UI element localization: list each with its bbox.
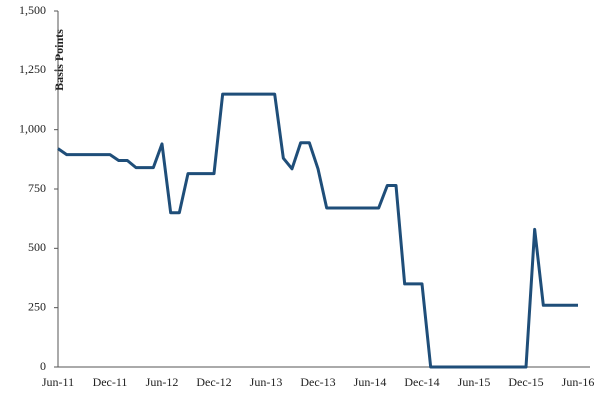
line (57, 92, 578, 369)
y-axis-label: Basis Points (52, 29, 66, 91)
x-tick-label: Jun-11 (42, 375, 74, 389)
x-tick-label: Jun-13 (250, 375, 283, 389)
y-tick-label: 500 (28, 240, 46, 254)
x-tick-label: Jun-16 (562, 375, 595, 389)
x-tick-label: Jun-15 (458, 375, 491, 389)
x-tick-label: Jun-12 (146, 375, 179, 389)
x-tick-label: Dec-14 (404, 375, 439, 389)
y-tick-label: 250 (28, 299, 46, 313)
y-tick-label: 1,000 (19, 121, 46, 135)
y-tick-label: 1,500 (19, 3, 46, 17)
y-tick-label: 1,250 (19, 62, 46, 76)
x-tick-label: Dec-12 (196, 375, 231, 389)
x-tick-label: Dec-15 (508, 375, 543, 389)
x-tick-label: Dec-13 (300, 375, 335, 389)
y-tick-label: 750 (28, 181, 46, 195)
x-tick-label: Dec-11 (93, 375, 128, 389)
x-tick-label: Jun-14 (354, 375, 387, 389)
y-tick-label: 0 (40, 359, 46, 373)
